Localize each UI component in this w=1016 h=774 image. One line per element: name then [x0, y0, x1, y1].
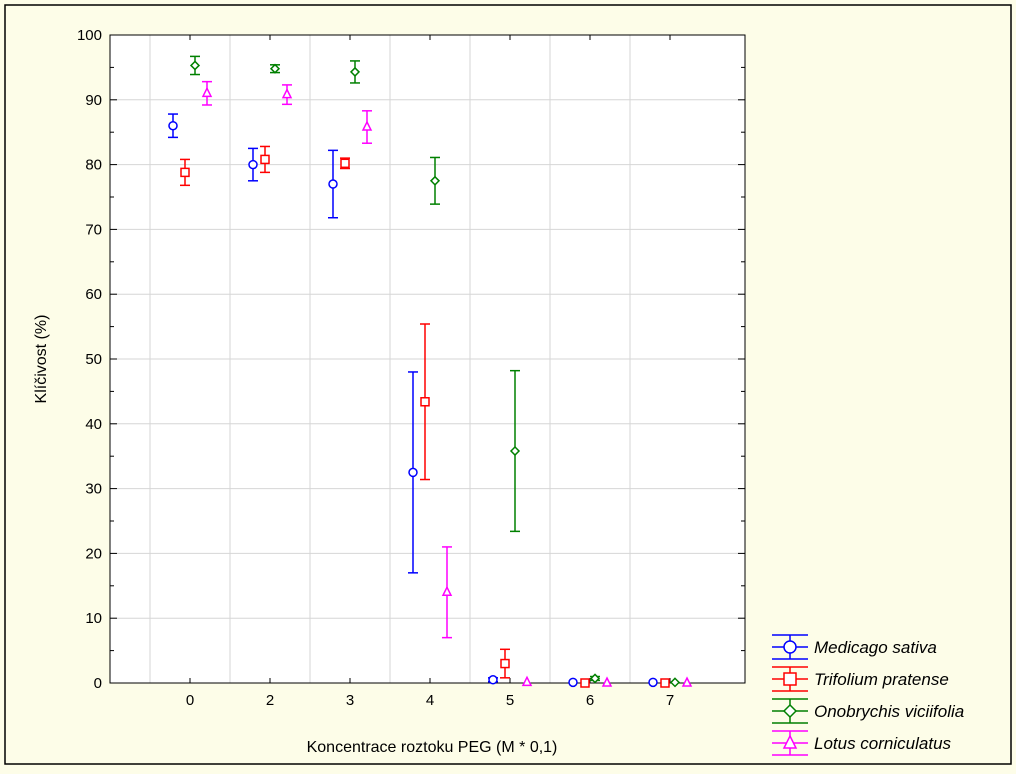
marker-triangle [361, 120, 373, 131]
marker-square [500, 658, 510, 669]
x-tick-label: 4 [426, 692, 434, 709]
marker-triangle [782, 734, 798, 749]
y-tick-labels: 0 10 20 30 40 50 60 70 80 90 100 [77, 27, 102, 692]
marker-circle [488, 675, 498, 685]
marker-diamond [509, 445, 521, 457]
legend-label: Onobrychis viciifolia [814, 702, 964, 721]
gridlines [110, 35, 745, 683]
y-tick-label: 10 [85, 610, 102, 627]
y-tick-label: 50 [85, 351, 102, 368]
tick-marks [110, 34, 745, 684]
y-tick-label: 90 [85, 92, 102, 109]
series-trifolium-pratense [180, 145, 670, 688]
marker-square [420, 397, 430, 407]
marker-square [340, 158, 350, 169]
marker-triangle [601, 676, 613, 687]
y-tick-label: 100 [77, 27, 102, 44]
series-onobrychis-viciifolia [189, 55, 681, 688]
marker-square [260, 154, 270, 165]
marker-diamond [589, 673, 601, 684]
marker-square [783, 672, 797, 686]
x-tick-label: 5 [506, 692, 514, 709]
marker-circle [408, 467, 418, 478]
legend-label: Medicago sativa [814, 638, 937, 657]
series-lotus-corniculatus [201, 80, 693, 687]
series-medicago-sativa [168, 113, 658, 688]
x-tick-label: 7 [666, 692, 674, 709]
x-tick-label: 3 [346, 692, 354, 709]
x-tick-label: 6 [586, 692, 594, 709]
marker-diamond [782, 703, 798, 719]
y-tick-label: 0 [94, 675, 102, 692]
y-tick-label: 70 [85, 221, 102, 238]
y-tick-label: 30 [85, 481, 102, 498]
legend: Medicago sativa Trifolium pratense Onobryc… [772, 634, 964, 756]
marker-square [580, 678, 590, 688]
marker-diamond [349, 66, 361, 77]
y-tick-label: 20 [85, 545, 102, 562]
marker-diamond [269, 63, 281, 74]
x-tick-label: 2 [266, 692, 274, 709]
marker-triangle [441, 585, 453, 597]
marker-circle [783, 640, 797, 654]
marker-triangle [201, 86, 213, 98]
legend-label: Lotus corniculatus [814, 734, 952, 753]
x-tick-labels: 0 2 3 4 5 6 7 [186, 692, 674, 709]
marker-circle [648, 677, 658, 688]
marker-circle [168, 120, 178, 131]
marker-triangle [681, 676, 693, 687]
y-tick-label: 40 [85, 416, 102, 433]
y-axis-title: Klíčivost (%) [33, 315, 50, 404]
marker-circle [328, 179, 338, 189]
data-series [168, 55, 693, 688]
marker-diamond [669, 677, 681, 688]
marker-triangle [281, 87, 293, 99]
x-tick-label: 0 [186, 692, 194, 709]
marker-diamond [429, 175, 441, 186]
marker-circle [248, 159, 258, 170]
marker-square [660, 678, 670, 688]
marker-triangle [521, 675, 533, 687]
legend-label: Trifolium pratense [814, 670, 949, 689]
x-axis-title: Koncentrace roztoku PEG (M * 0,1) [307, 739, 558, 756]
marker-square [180, 167, 190, 178]
marker-diamond [189, 60, 201, 71]
y-tick-label: 80 [85, 157, 102, 174]
marker-circle [568, 677, 578, 688]
y-tick-label: 60 [85, 286, 102, 303]
